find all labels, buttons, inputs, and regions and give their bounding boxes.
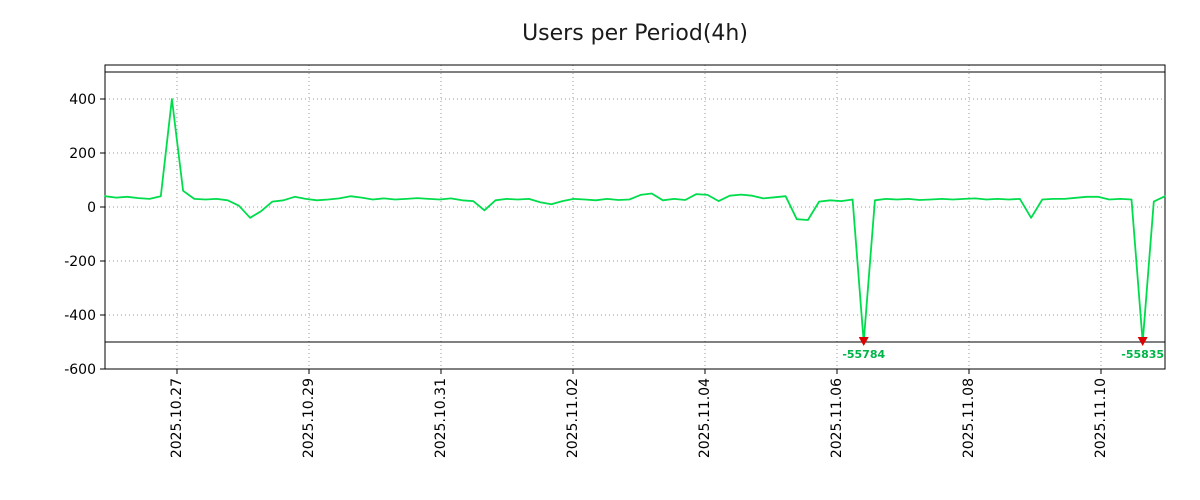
x-tick-label: 2025.10.29 <box>301 378 317 458</box>
x-tick-label: 2025.11.10 <box>1093 378 1109 458</box>
plot-area: 400 200 0 -200 -400 -600 2025.10.27 2025.10.29 2… <box>64 64 1166 458</box>
y-tick-label: 0 <box>87 200 96 216</box>
users-series-line <box>104 98 1166 343</box>
y-tick-label: -600 <box>64 362 96 378</box>
x-tick-label: 2025.11.06 <box>829 378 845 458</box>
y-tick-label: -200 <box>64 254 96 270</box>
min-value-label: -55784 <box>842 348 885 361</box>
y-tick-label: -400 <box>64 308 96 324</box>
x-tick-label: 2025.10.31 <box>433 378 449 458</box>
x-tick-label: 2025.11.02 <box>565 378 581 458</box>
y-tick-label: 200 <box>69 146 96 162</box>
y-tick-label: 400 <box>69 92 96 108</box>
x-tick-label: 2025.10.27 <box>169 378 185 458</box>
min-value-label: -55835 <box>1121 348 1164 361</box>
min-marker-icon <box>858 337 869 347</box>
plot-frame <box>104 64 1166 370</box>
min-marker-icon <box>1137 337 1148 347</box>
chart-title: Users per Period(4h) <box>522 21 748 46</box>
x-tick-label: 2025.11.08 <box>961 378 977 458</box>
x-tick-label: 2025.11.04 <box>697 378 713 458</box>
